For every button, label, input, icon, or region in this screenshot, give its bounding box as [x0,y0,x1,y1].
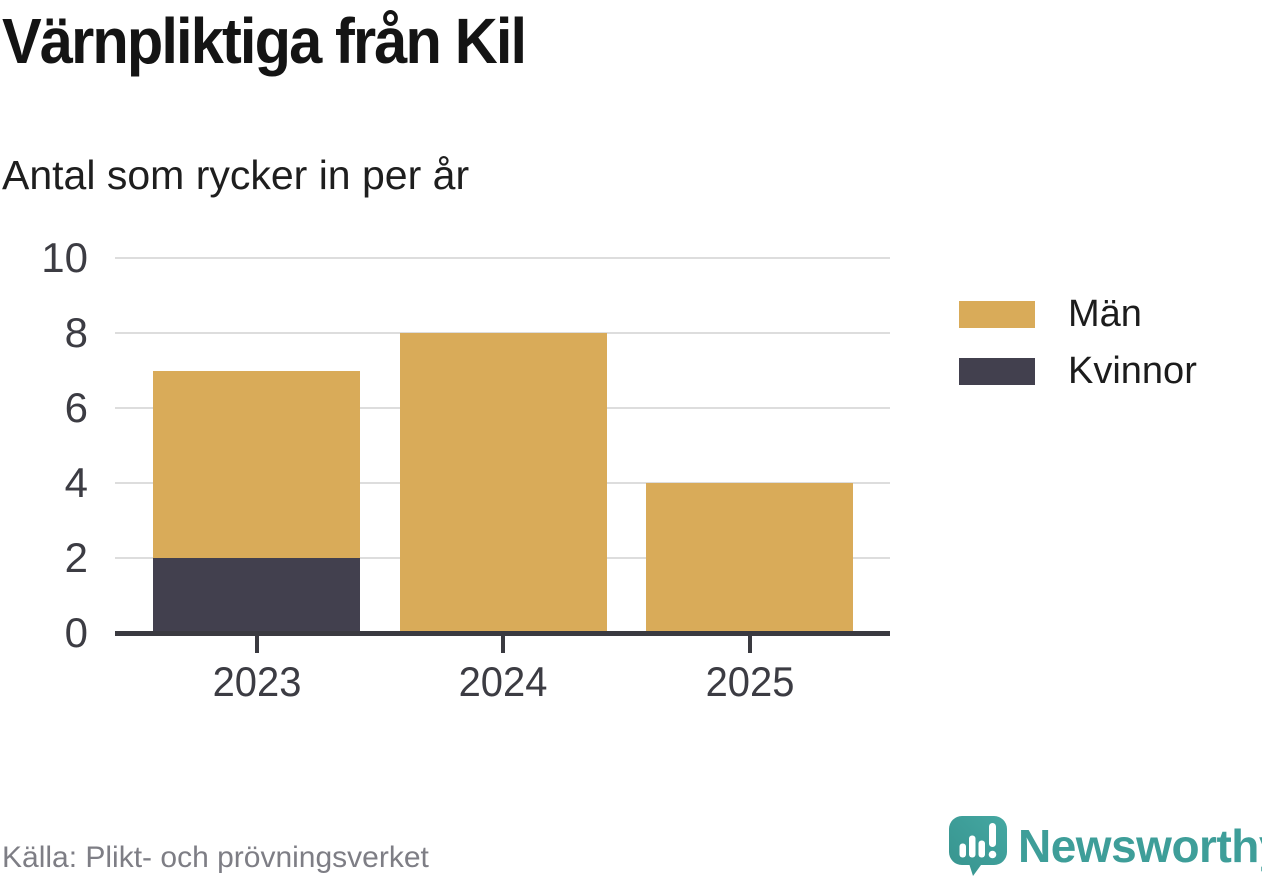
newsworthy-speech-bubble-bar-chart-icon [949,816,1007,876]
x-tick [501,636,505,653]
x-tick-label: 2024 [458,658,548,705]
y-gridline [115,257,890,259]
newsworthy-logo: Newsworthy [948,815,1262,876]
legend-label: Män [1068,293,1142,335]
y-tick-label: 2 [64,534,88,581]
bar-segment-män-2023 [153,370,360,558]
x-axis-line [115,631,890,636]
bar-segment-kvinnor-2023 [153,558,360,633]
legend-item-män: Män [959,293,1197,335]
chart-title: Värnpliktiga från Kil [2,5,527,77]
source-text: Källa: Plikt- och prövningsverket [2,841,429,874]
y-tick-label: 8 [64,309,88,356]
legend-swatch-kvinnor [959,358,1035,385]
y-tick-label: 0 [64,609,88,656]
y-tick-label: 10 [41,234,88,281]
bar-segment-män-2025 [646,483,853,633]
chart-subtitle: Antal som rycker in per år [2,152,470,198]
legend-item-kvinnor: Kvinnor [959,350,1197,392]
legend: Män Kvinnor [959,293,1197,392]
x-tick-label: 2025 [705,658,794,705]
newsworthy-logo-text: Newsworthy [1018,819,1262,872]
legend-label: Kvinnor [1068,350,1197,392]
y-tick-label: 4 [64,459,88,506]
x-tick [254,636,259,653]
y-tick-label: 6 [64,384,88,431]
x-tick-label: 2023 [212,658,301,705]
x-tick [747,636,752,653]
bar-segment-män-2024 [399,333,607,633]
legend-swatch-män [959,301,1035,328]
